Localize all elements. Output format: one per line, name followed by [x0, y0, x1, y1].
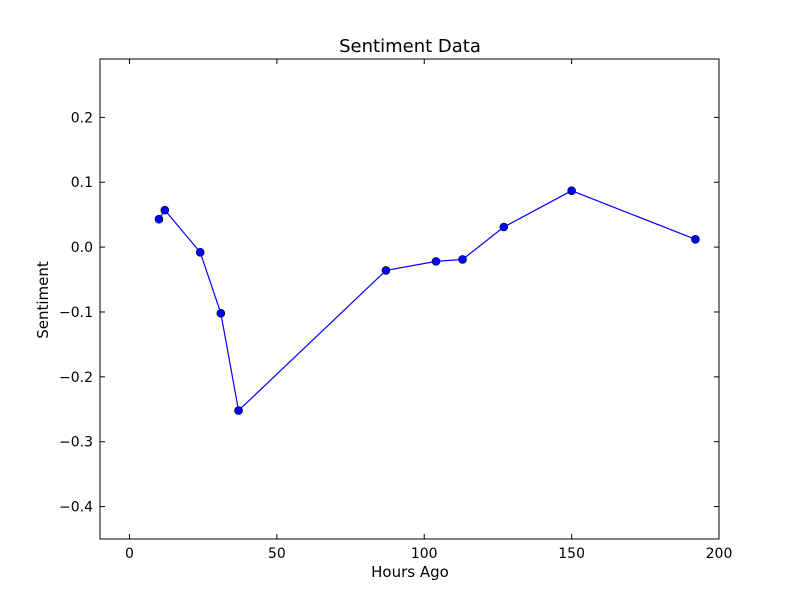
y-axis-label: Sentiment — [34, 261, 52, 339]
y-tick-label: −0.4 — [59, 500, 93, 516]
x-tick-label: 200 — [706, 546, 733, 562]
data-point — [499, 222, 509, 232]
y-tick-label: 0.0 — [71, 240, 93, 256]
x-tick-label: 100 — [411, 546, 438, 562]
plot-frame — [99, 58, 720, 540]
data-point — [160, 205, 170, 215]
data-point — [154, 214, 164, 224]
y-tick-label: −0.2 — [59, 370, 93, 386]
plot-area: 0 50 100 150 200 0.2 0.1 0.0 −0.1 −0.2 −0.3 −0.4 — [59, 58, 733, 562]
data-point — [234, 406, 243, 415]
y-tick-label: 0.1 — [71, 175, 93, 191]
x-tick-label: 50 — [268, 546, 286, 562]
data-point — [381, 266, 391, 275]
y-tick-label: −0.3 — [59, 435, 93, 451]
data-point — [567, 186, 576, 195]
y-tick-label: −0.1 — [59, 305, 93, 321]
y-tick-label: 0.2 — [71, 110, 93, 126]
data-point — [431, 257, 441, 266]
series-line — [158, 190, 696, 412]
data-point — [195, 247, 205, 257]
chart-title: Sentiment Data — [339, 36, 481, 57]
x-tick-label: 150 — [558, 546, 585, 562]
x-axis-label: Hours Ago — [371, 563, 449, 581]
data-point — [216, 308, 226, 318]
data-point — [458, 255, 467, 264]
data-point — [691, 235, 700, 244]
x-tick-label: 0 — [125, 546, 134, 562]
